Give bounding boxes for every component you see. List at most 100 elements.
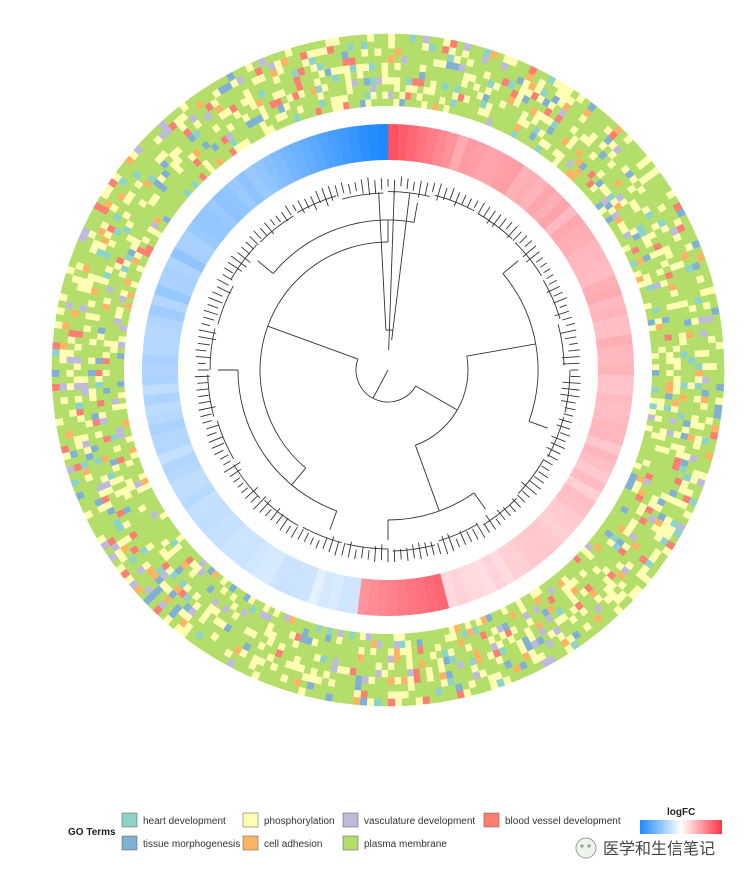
go-cell	[70, 422, 80, 431]
go-cell	[110, 340, 119, 348]
go-cell	[247, 69, 258, 80]
go-cell	[472, 82, 481, 92]
go-cell	[552, 651, 563, 662]
go-cell	[214, 147, 225, 158]
go-cell	[118, 216, 129, 226]
go-cell	[77, 421, 87, 429]
go-cell	[712, 418, 721, 427]
go-cell	[694, 376, 703, 384]
go-cell	[488, 657, 498, 668]
go-cell	[334, 88, 342, 97]
logfc-cell	[153, 434, 192, 456]
go-cell	[447, 648, 455, 657]
go-cell	[374, 684, 382, 692]
go-cell	[474, 655, 484, 665]
go-cell	[661, 285, 671, 294]
go-cell	[466, 672, 475, 682]
logfc-cell	[287, 561, 311, 599]
go-cell	[175, 556, 186, 566]
go-cell	[99, 524, 110, 535]
dendro-branch	[528, 479, 542, 490]
go-cell	[187, 152, 197, 162]
dendro-branch	[374, 180, 377, 194]
go-cell	[102, 271, 112, 280]
go-cell	[178, 538, 189, 548]
logfc-cell	[142, 374, 179, 386]
go-cell	[500, 61, 510, 72]
go-cell	[111, 483, 121, 493]
go-cell	[66, 436, 75, 446]
go-cell	[81, 264, 92, 273]
go-cell	[85, 426, 95, 434]
go-cell	[678, 266, 688, 276]
go-cell	[388, 69, 395, 78]
go-cell	[288, 115, 297, 125]
dendro-arc	[515, 242, 542, 277]
go-cell	[237, 589, 247, 600]
go-cell	[388, 48, 395, 56]
go-cell	[433, 679, 442, 689]
go-cell	[301, 627, 310, 637]
go-cell	[97, 289, 107, 298]
go-cell	[224, 131, 235, 142]
go-cell	[702, 301, 712, 310]
go-cell	[685, 503, 696, 514]
logfc-cell	[518, 177, 549, 212]
go-cell	[382, 91, 389, 99]
go-cell	[592, 623, 603, 634]
go-cell	[539, 617, 549, 627]
go-cell	[374, 691, 382, 700]
go-cell	[652, 242, 663, 252]
go-cell	[408, 697, 417, 706]
go-cell	[400, 69, 407, 78]
go-cell	[602, 115, 614, 126]
go-cell	[81, 388, 90, 396]
go-cell	[604, 201, 614, 211]
go-cell	[359, 697, 368, 706]
go-cell	[518, 85, 529, 95]
go-cell	[411, 77, 419, 86]
go-cell	[305, 72, 314, 82]
go-cell	[285, 108, 294, 118]
go-cell	[478, 646, 487, 656]
go-cell	[549, 610, 560, 621]
go-cell	[369, 662, 376, 671]
go-cell	[487, 620, 497, 630]
go-cell	[527, 608, 537, 618]
go-cell	[708, 342, 717, 350]
go-cell	[320, 625, 328, 635]
go-cell	[332, 650, 341, 659]
go-cell	[701, 436, 710, 446]
go-cell	[97, 488, 108, 499]
go-cell	[670, 405, 679, 413]
go-cell	[95, 339, 104, 347]
go-cell	[304, 42, 314, 52]
go-cell	[114, 281, 124, 290]
dendro-branch	[347, 541, 352, 558]
go-cell	[664, 399, 673, 406]
go-cell	[311, 93, 319, 102]
go-cell	[414, 682, 422, 691]
go-cell	[518, 604, 528, 615]
dendro-arc	[557, 324, 565, 366]
go-cell	[286, 675, 296, 686]
go-cell	[133, 269, 143, 278]
go-cell	[62, 451, 72, 461]
go-cell	[700, 266, 710, 276]
logfc-cell	[457, 137, 479, 175]
logfc-cell	[180, 229, 216, 258]
go-cell	[558, 107, 568, 118]
go-cell	[205, 584, 216, 595]
go-cell	[607, 219, 618, 229]
go-cell	[541, 97, 552, 108]
go-cell	[173, 623, 184, 634]
go-cell	[342, 666, 351, 676]
dendro-arc	[217, 285, 234, 325]
go-cell	[94, 357, 103, 365]
go-cell	[205, 145, 216, 156]
go-cell	[91, 491, 101, 501]
go-cell	[550, 119, 560, 130]
go-cell	[649, 330, 658, 338]
dendro-branch	[315, 540, 320, 549]
go-cell	[331, 73, 340, 83]
